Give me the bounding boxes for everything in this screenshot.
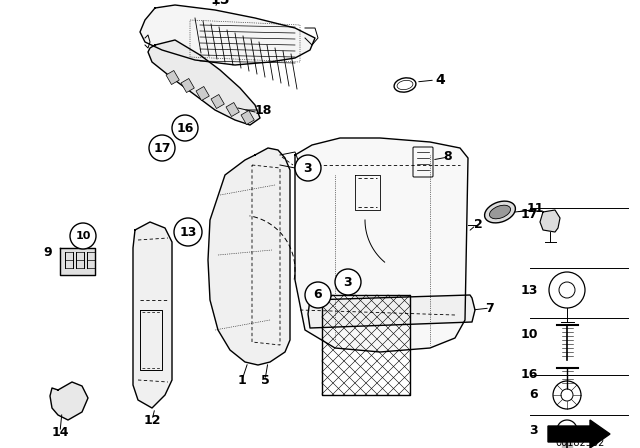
Text: 15: 15 [211,0,230,7]
Bar [211,95,224,108]
Bar [181,78,195,93]
Text: 10: 10 [520,328,538,341]
Polygon shape [60,248,95,275]
Text: 12: 12 [143,414,161,426]
Circle shape [172,115,198,141]
Text: 7: 7 [486,302,494,314]
Polygon shape [50,382,88,420]
Polygon shape [133,222,172,408]
Ellipse shape [484,201,515,223]
Text: 17: 17 [153,142,171,155]
Text: 2: 2 [474,219,483,232]
Circle shape [149,135,175,161]
Bar [166,70,179,85]
Text: 10: 10 [76,231,91,241]
Text: 17: 17 [520,208,538,221]
Bar [226,103,239,116]
Text: 14: 14 [51,426,68,439]
Text: 6: 6 [314,289,323,302]
Polygon shape [295,138,468,352]
Circle shape [335,269,361,295]
Polygon shape [140,5,315,65]
Polygon shape [208,148,290,365]
Text: 16: 16 [176,121,194,134]
Text: 9: 9 [44,246,52,258]
Bar [196,86,209,100]
Circle shape [295,155,321,181]
Circle shape [70,223,96,249]
Text: 8: 8 [444,151,452,164]
Bar [241,111,254,125]
Text: 13: 13 [520,284,538,297]
Text: 3: 3 [304,161,312,175]
Text: 3: 3 [344,276,352,289]
Polygon shape [548,420,610,448]
Ellipse shape [490,205,511,219]
Text: 6: 6 [529,388,538,401]
Text: 00182502: 00182502 [556,438,605,448]
Text: 1: 1 [237,374,246,387]
Text: 5: 5 [260,374,269,387]
Text: 4: 4 [435,73,445,87]
Text: 13: 13 [179,225,196,238]
Polygon shape [540,210,560,232]
Polygon shape [308,295,475,328]
Circle shape [174,218,202,246]
Text: 18: 18 [254,103,272,116]
Text: 11: 11 [526,202,544,215]
Text: 16: 16 [520,369,538,382]
Circle shape [305,282,331,308]
Polygon shape [148,40,260,125]
Text: 3: 3 [529,423,538,436]
